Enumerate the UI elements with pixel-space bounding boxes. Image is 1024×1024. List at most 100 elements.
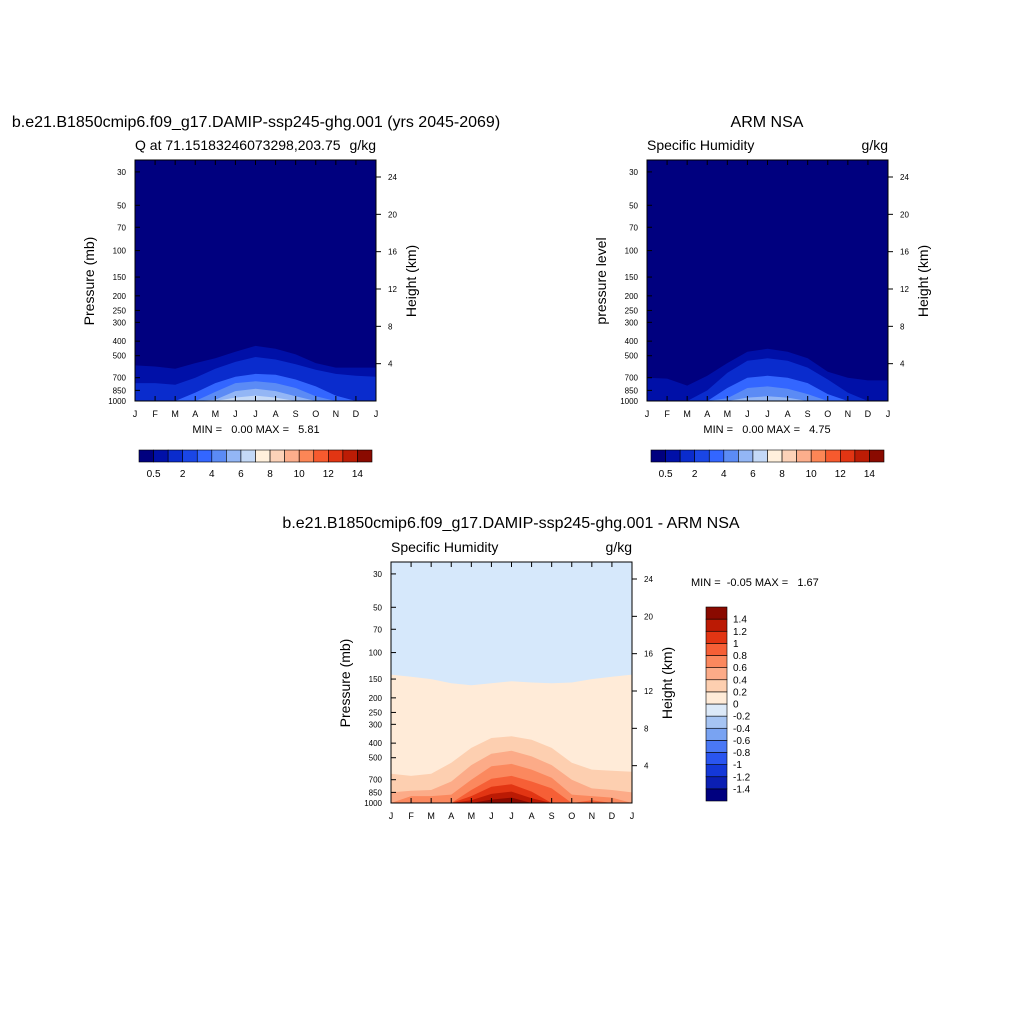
- min-max-stats: MIN = -0.05 MAX = 1.67: [691, 577, 819, 589]
- y2-tick-label: 4: [388, 360, 393, 369]
- x-tick-label: N: [589, 811, 596, 821]
- colorbar-label: 12: [835, 469, 847, 480]
- x-tick-label: A: [273, 409, 279, 419]
- y-tick-label: 30: [373, 570, 382, 579]
- y-tick-label: 1000: [108, 397, 126, 406]
- colorbar-label: 12: [323, 469, 335, 480]
- left-label: Specific Humidity: [647, 137, 754, 153]
- y-axis-label: Pressure (mb): [337, 639, 353, 728]
- colorbar-swatch: [705, 630, 728, 644]
- x-tick-label: A: [529, 811, 535, 821]
- y2-tick-label: 16: [388, 248, 397, 257]
- y-tick-label: 50: [373, 603, 382, 612]
- x-tick-label: M: [683, 409, 691, 419]
- colorbar-label: 0.2: [733, 687, 747, 698]
- x-tick-label: M: [724, 409, 732, 419]
- x-tick-label: M: [171, 409, 179, 419]
- colorbar-swatch: [705, 788, 728, 802]
- colorbar-swatch: [284, 449, 300, 463]
- colorbar-swatch: [723, 449, 739, 463]
- y-tick-label: 400: [625, 337, 639, 346]
- contour-band: [391, 791, 632, 803]
- colorbar-label: 0.6: [733, 663, 747, 674]
- x-tick-label: A: [785, 409, 791, 419]
- colorbar-swatch: [705, 643, 728, 656]
- y2-tick-label: 12: [644, 687, 653, 696]
- colorbar-label: 0.4: [733, 675, 747, 686]
- colorbar-swatch: [226, 449, 242, 463]
- y-tick-label: 1000: [364, 799, 382, 808]
- panel-title: b.e21.B1850cmip6.f09_g17.DAMIP-ssp245-gh…: [282, 515, 739, 532]
- colorbar-label: 0.8: [733, 651, 747, 662]
- y-tick-label: 100: [625, 247, 639, 256]
- y-axis-label: Pressure (mb): [81, 237, 97, 326]
- min-max-stats: MIN = 0.00 MAX = 4.75: [703, 424, 830, 436]
- colorbar-swatch: [705, 740, 728, 753]
- colorbar-swatch: [650, 449, 666, 463]
- x-tick-label: M: [468, 811, 476, 821]
- contour-field: [391, 562, 632, 803]
- x-tick-label: O: [312, 409, 319, 419]
- colorbar-label: 2: [180, 469, 186, 480]
- colorbar-label: -0.8: [733, 748, 751, 759]
- colorbar-swatch: [679, 449, 695, 463]
- colorbar-label: 0.5: [147, 469, 161, 480]
- colorbar-label: 10: [806, 469, 818, 480]
- y-tick-label: 30: [117, 168, 126, 177]
- x-tick-label: F: [664, 409, 670, 419]
- x-tick-label: A: [192, 409, 198, 419]
- y-tick-label: 200: [113, 292, 127, 301]
- y-tick-label: 850: [369, 788, 383, 797]
- y2-tick-label: 20: [900, 210, 909, 219]
- y2-tick-label: 20: [644, 612, 653, 621]
- contour-field: [647, 160, 888, 401]
- y2-tick-label: 16: [644, 650, 653, 659]
- y-tick-label: 300: [625, 318, 639, 327]
- colorbar-swatch: [705, 667, 728, 681]
- colorbar-swatch: [167, 449, 183, 463]
- panel-difference: b.e21.B1850cmip6.f09_g17.DAMIP-ssp245-gh…: [282, 515, 818, 821]
- x-tick-label: J: [745, 409, 750, 419]
- colorbar-swatch: [810, 449, 827, 463]
- y-tick-label: 70: [373, 625, 382, 634]
- y2-axis-label: Height (km): [403, 245, 419, 317]
- colorbar-swatch: [869, 449, 885, 463]
- panel-title: b.e21.B1850cmip6.f09_g17.DAMIP-ssp245-gh…: [12, 114, 500, 131]
- x-tick-label: J: [489, 811, 494, 821]
- colorbar-label: 14: [352, 469, 364, 480]
- colorbar-swatch: [705, 655, 728, 668]
- colorbar-label: 4: [209, 469, 215, 480]
- y-tick-label: 70: [117, 223, 126, 232]
- y2-tick-label: 16: [900, 248, 909, 257]
- y-tick-label: 250: [369, 708, 383, 717]
- right-label: g/kg: [350, 137, 376, 153]
- x-tick-label: J: [233, 409, 238, 419]
- colorbar-swatch: [298, 449, 315, 463]
- y-tick-label: 700: [369, 776, 383, 785]
- y-tick-label: 70: [629, 223, 638, 232]
- colorbar-swatch: [211, 449, 227, 463]
- y-tick-label: 300: [369, 720, 383, 729]
- y2-tick-label: 8: [644, 724, 649, 733]
- colorbar-swatch: [738, 449, 754, 463]
- y2-tick-label: 8: [388, 322, 393, 331]
- colorbar-swatch: [694, 449, 710, 463]
- y-tick-label: 100: [369, 649, 383, 658]
- contour-band: [135, 388, 376, 401]
- y-tick-label: 700: [113, 374, 127, 383]
- y-tick-label: 150: [369, 675, 383, 684]
- colorbar-swatch: [767, 449, 783, 463]
- x-tick-label: M: [427, 811, 435, 821]
- y-tick-label: 500: [369, 754, 383, 763]
- colorbar-swatch: [138, 449, 154, 463]
- y-tick-label: 150: [625, 273, 639, 282]
- colorbar-label: 0.5: [659, 469, 673, 480]
- colorbar-swatch: [708, 449, 725, 463]
- x-tick-label: J: [133, 409, 138, 419]
- colorbar-swatch: [705, 752, 728, 765]
- x-tick-label: S: [549, 811, 555, 821]
- x-tick-label: M: [212, 409, 220, 419]
- left-label: Specific Humidity: [391, 539, 498, 555]
- colorbar-swatch: [705, 606, 728, 620]
